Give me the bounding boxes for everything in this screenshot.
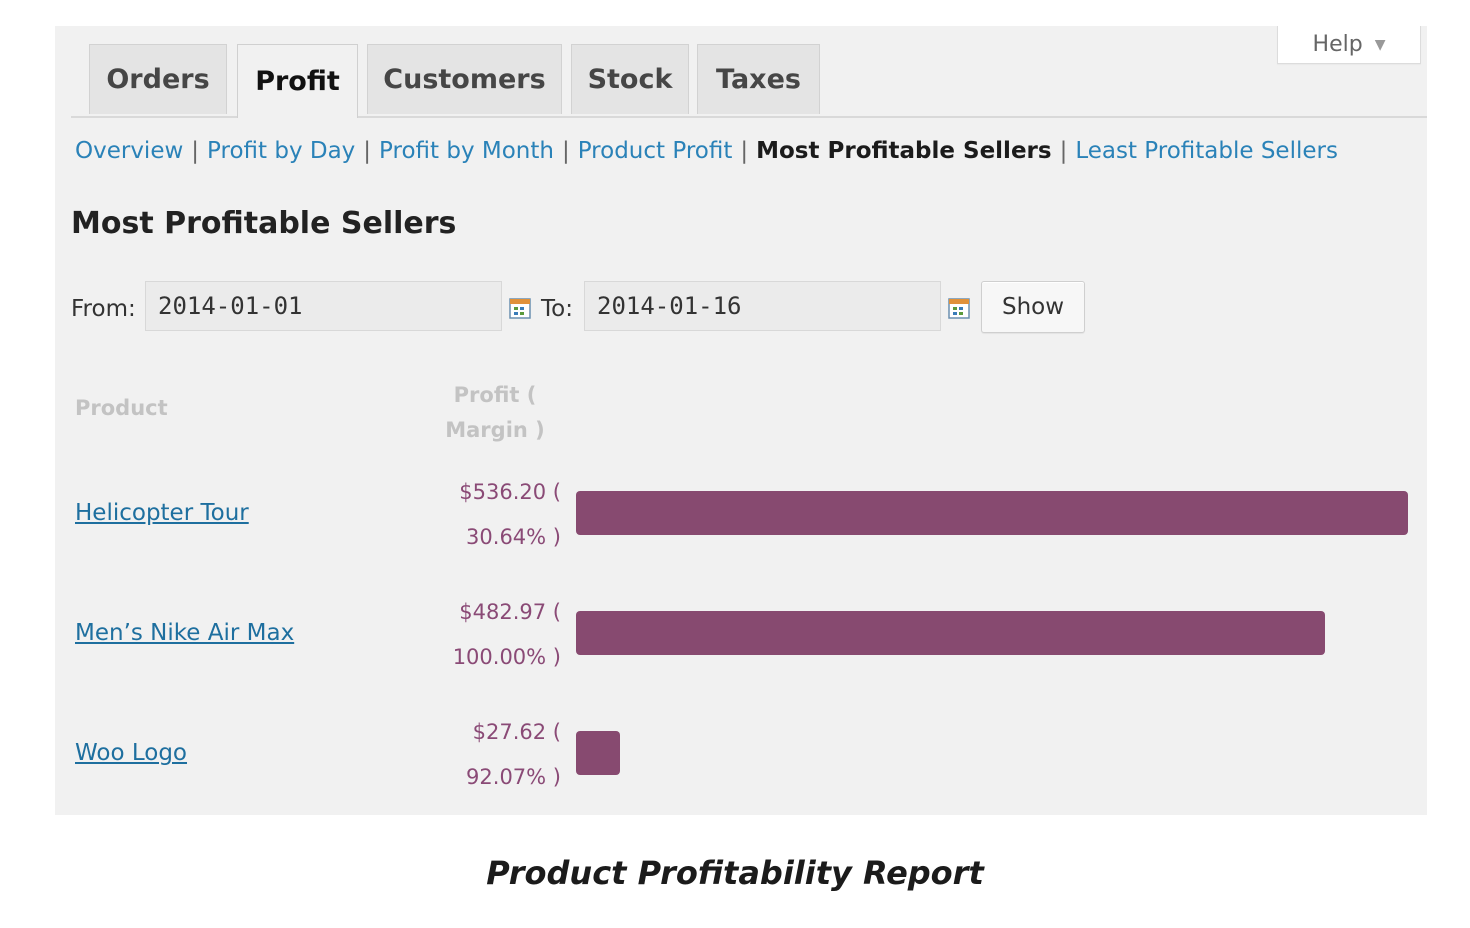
tab-taxes[interactable]: Taxes [697, 44, 820, 114]
tab-profit[interactable]: Profit [237, 44, 358, 118]
tab-orders[interactable]: Orders [89, 44, 227, 114]
from-date-input[interactable] [145, 281, 502, 331]
subnav-overview[interactable]: Overview [75, 138, 184, 164]
report-tabs: Orders Profit Customers Stock Taxes [71, 44, 1427, 118]
tab-customers[interactable]: Customers [367, 44, 562, 114]
help-label: Help [1312, 32, 1363, 57]
page-title: Most Profitable Sellers [71, 206, 457, 241]
to-label: To: [541, 296, 573, 322]
help-tab[interactable]: Help ▼ [1277, 26, 1421, 64]
profit-amount: $27.62 ( [472, 720, 561, 744]
column-header-product: Product [75, 396, 168, 420]
chevron-down-icon: ▼ [1374, 36, 1386, 53]
column-header-profit-line1: Profit ( [453, 383, 537, 407]
subnav-profit-by-day[interactable]: Profit by Day [207, 138, 356, 164]
profit-value: $482.97 ( 100.00% ) [431, 590, 561, 680]
figure-caption: Product Profitability Report [486, 854, 984, 892]
profit-bar [576, 611, 1325, 655]
show-button[interactable]: Show [981, 281, 1085, 333]
profit-amount: $482.97 ( [459, 600, 561, 624]
profit-margin: 100.00% ) [452, 645, 561, 669]
profit-value: $27.62 ( 92.07% ) [431, 710, 561, 800]
profit-margin: 30.64% ) [466, 525, 561, 549]
report-subnav: Overview | Profit by Day | Profit by Month | P… [75, 138, 1338, 164]
column-header-profit-line2: Margin ) [445, 418, 545, 442]
profit-bar [576, 491, 1408, 535]
subnav-profit-by-month[interactable]: Profit by Month [379, 138, 554, 164]
tab-stock[interactable]: Stock [571, 44, 689, 114]
subnav-least-profitable-sellers[interactable]: Least Profitable Sellers [1075, 138, 1338, 164]
profit-amount: $536.20 ( [459, 480, 561, 504]
calendar-icon[interactable] [509, 297, 531, 319]
product-link-woo-logo[interactable]: Woo Logo [75, 740, 188, 766]
profit-value: $536.20 ( 30.64% ) [431, 470, 561, 560]
subnav-separator: | [561, 138, 570, 164]
subnav-product-profit[interactable]: Product Profit [577, 138, 733, 164]
subnav-most-profitable-sellers: Most Profitable Sellers [756, 138, 1052, 164]
subnav-separator: | [740, 138, 749, 164]
calendar-icon[interactable] [948, 297, 970, 319]
profit-margin: 92.07% ) [466, 765, 561, 789]
subnav-separator: | [1059, 138, 1068, 164]
to-date-input[interactable] [584, 281, 941, 331]
subnav-separator: | [363, 138, 372, 164]
column-header-profit: Profit ( Margin ) [435, 378, 555, 448]
profit-bar [576, 731, 620, 775]
from-label: From: [71, 296, 136, 322]
subnav-separator: | [191, 138, 200, 164]
product-link-helicopter-tour[interactable]: Helicopter Tour [75, 500, 249, 526]
report-screen: Help ▼ Orders Profit Customers Stock Tax… [55, 26, 1427, 815]
product-link-mens-nike-air-max[interactable]: Men’s Nike Air Max [75, 620, 295, 646]
